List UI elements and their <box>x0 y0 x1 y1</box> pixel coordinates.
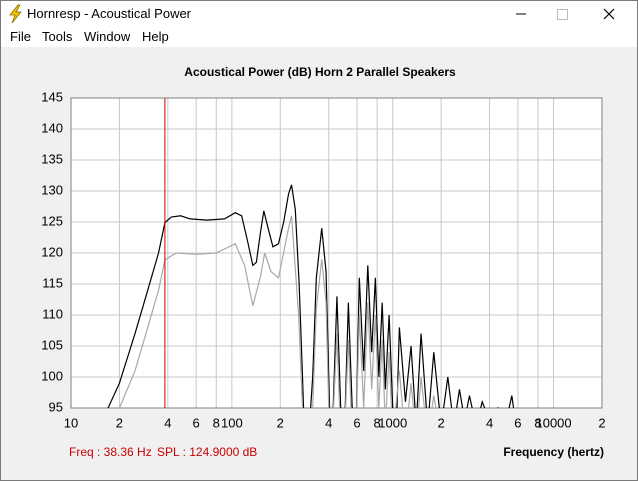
menu-item[interactable]: File <box>10 29 31 44</box>
x-tick-label: 8 <box>374 415 381 430</box>
series-line <box>107 184 515 408</box>
menu-item[interactable]: Window <box>84 29 131 44</box>
x-tick-label: 100 <box>221 415 243 430</box>
menu-bar: File Tools Window Help <box>1 27 637 47</box>
x-tick-label: 6 <box>353 415 360 430</box>
x-tick-label: 4 <box>486 415 493 430</box>
x-axis-label: Frequency (hertz) <box>503 445 604 459</box>
x-tick-label: 10000 <box>535 415 571 430</box>
plot-area <box>71 98 602 408</box>
y-tick-label: 105 <box>41 337 63 352</box>
y-tick-label: 140 <box>41 120 63 135</box>
y-tick-label: 110 <box>42 306 63 321</box>
x-tick-label: 6 <box>193 415 200 430</box>
x-tick-label: 2 <box>116 415 123 430</box>
maximize-button[interactable] <box>557 9 568 20</box>
y-tick-label: 95 <box>49 399 63 414</box>
y-tick-label: 145 <box>41 89 63 104</box>
y-tick-label: 130 <box>41 182 63 197</box>
x-tick-label: 2 <box>277 415 284 430</box>
x-tick-label: 8 <box>534 415 541 430</box>
x-tick-label: 6 <box>514 415 521 430</box>
series-line <box>118 215 437 408</box>
chart-title: Acoustical Power (dB) Horn 2 Parallel Sp… <box>184 65 456 79</box>
x-tick-label: 2 <box>438 415 445 430</box>
y-tick-label: 120 <box>41 244 63 259</box>
y-tick-label: 125 <box>41 213 63 228</box>
window-title: Hornresp - Acoustical Power <box>27 6 192 21</box>
y-tick-label: 135 <box>41 151 63 166</box>
y-tick-label: 115 <box>42 275 63 290</box>
cursor-frequency: Freq : 38.36 Hz <box>69 445 152 459</box>
menu-item[interactable]: Help <box>142 29 169 44</box>
close-button[interactable] <box>603 8 615 20</box>
x-tick-label: 4 <box>164 415 171 430</box>
plot-border <box>70 97 603 409</box>
series-group <box>107 184 515 408</box>
x-tick-label: 8 <box>213 415 220 430</box>
menu-item[interactable]: Tools <box>42 29 73 44</box>
app-icon <box>9 4 22 24</box>
x-tick-label: 10 <box>64 415 78 430</box>
window-controls[interactable] <box>497 1 637 27</box>
x-tick-label: 1000 <box>378 415 407 430</box>
y-tick-label: 100 <box>41 368 63 383</box>
title-bar: Hornresp - Acoustical Power <box>1 1 637 27</box>
x-tick-label: 2 <box>598 415 605 430</box>
cursor-readout: SPL : 124.9000 dB <box>157 445 257 459</box>
x-tick-label: 4 <box>325 415 332 430</box>
